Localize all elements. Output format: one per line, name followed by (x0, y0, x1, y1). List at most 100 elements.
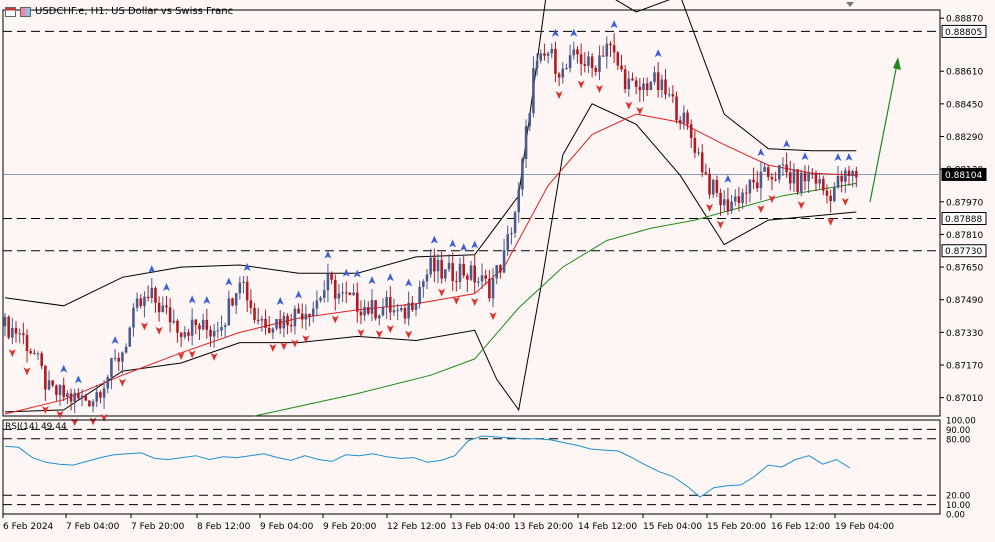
candle-body (286, 315, 289, 326)
candle-body (645, 83, 649, 91)
price-tick-label: 0.87170 (946, 361, 983, 371)
price-tick-label: 0.87330 (946, 329, 983, 339)
candle-body (855, 171, 858, 178)
fractal-up-marker (654, 49, 662, 58)
candle-body (308, 313, 311, 317)
candle-body (601, 55, 605, 57)
fractal-down-marker (375, 330, 383, 339)
candle-body (300, 313, 304, 320)
chart-shift-marker[interactable] (846, 2, 854, 7)
candle-body (289, 325, 293, 327)
candle-body (58, 384, 62, 395)
candle-body (150, 287, 154, 299)
candle-body (77, 392, 80, 399)
forecast-arrow-head (893, 57, 901, 70)
fractal-up-marker (188, 295, 196, 304)
candle-body (341, 292, 344, 294)
candle-body (139, 298, 143, 306)
bollinger-upper-band (4, 0, 857, 307)
fractal-down-marker (577, 80, 585, 89)
candle-body (128, 327, 132, 347)
candle-body (172, 320, 176, 323)
price-tick-label: 0.87650 (946, 264, 983, 274)
fractal-down-marker (188, 350, 196, 359)
fractal-up-marker (471, 240, 479, 249)
candle-body (671, 94, 675, 97)
fractal-down-marker (291, 339, 299, 348)
candle-body (311, 308, 315, 317)
candle-body (418, 286, 421, 305)
candle-body (69, 393, 73, 402)
fractal-up-marker (783, 139, 791, 148)
price-tick-label: 0.87810 (946, 231, 983, 241)
candle-body (209, 329, 212, 337)
candle-body (587, 56, 590, 66)
candle-body (389, 297, 392, 313)
candle-body (583, 64, 587, 66)
candle-body (44, 365, 47, 390)
candle-body (396, 310, 399, 312)
candle-body (256, 319, 260, 321)
candle-body (110, 358, 113, 377)
candle-body (11, 327, 14, 338)
candle-body (609, 43, 612, 46)
candle-body (554, 48, 557, 74)
candle-body (788, 172, 792, 184)
forecast-arrow-line[interactable] (869, 63, 898, 203)
candle-body (440, 260, 443, 279)
candle-body (715, 179, 719, 193)
candle-body (355, 292, 359, 312)
fractal-up-marker (295, 290, 303, 299)
candle-body (91, 401, 95, 407)
fractal-down-marker (269, 344, 277, 353)
fractal-up-marker (386, 273, 394, 282)
candle-body (737, 196, 741, 203)
candle-body (242, 281, 245, 283)
candle-body (697, 152, 700, 154)
fractal-down-marker (706, 203, 714, 212)
candle-body (844, 170, 847, 182)
time-tick-label: 7 Feb 04:00 (66, 522, 120, 532)
candle-body (766, 167, 770, 177)
candle-body (777, 165, 781, 180)
fractal-down-marker (757, 205, 765, 214)
candle-body (755, 182, 759, 189)
candle-body (502, 249, 506, 273)
candle-body (631, 78, 634, 81)
candle-body (176, 320, 179, 333)
candle-body (198, 325, 201, 330)
candle-body (385, 297, 388, 307)
candle-body (322, 290, 326, 298)
candle-body (568, 55, 572, 69)
fractal-up-marker (225, 277, 233, 286)
time-tick-label: 15 Feb 20:00 (707, 522, 766, 532)
candle-body (686, 112, 689, 125)
fractal-down-marker (841, 197, 849, 206)
level-label-box (941, 212, 987, 226)
candle-body (590, 56, 594, 69)
candle-body (598, 55, 601, 73)
level-label: 0.87888 (945, 215, 982, 225)
candle-body (803, 172, 807, 182)
candle-body (825, 190, 829, 196)
time-tick-label: 8 Feb 12:00 (197, 522, 251, 532)
fractal-down-marker (452, 296, 460, 305)
candle-body (330, 273, 333, 280)
candle-body (444, 269, 447, 279)
candle-body (480, 275, 484, 282)
candle-body (304, 313, 308, 320)
rsi-level-label: 0.00 (946, 511, 965, 521)
candle-body (249, 300, 253, 308)
candle-body (700, 152, 704, 173)
candle-body (216, 330, 220, 332)
candle-body (352, 292, 355, 296)
moving-average-slow (254, 182, 857, 417)
candle-body (488, 278, 491, 299)
candle-body (220, 327, 223, 331)
time-tick-label: 14 Feb 12:00 (578, 522, 637, 532)
fractal-up-marker (111, 335, 119, 344)
candle-body (194, 319, 198, 326)
candle-body (62, 384, 65, 398)
